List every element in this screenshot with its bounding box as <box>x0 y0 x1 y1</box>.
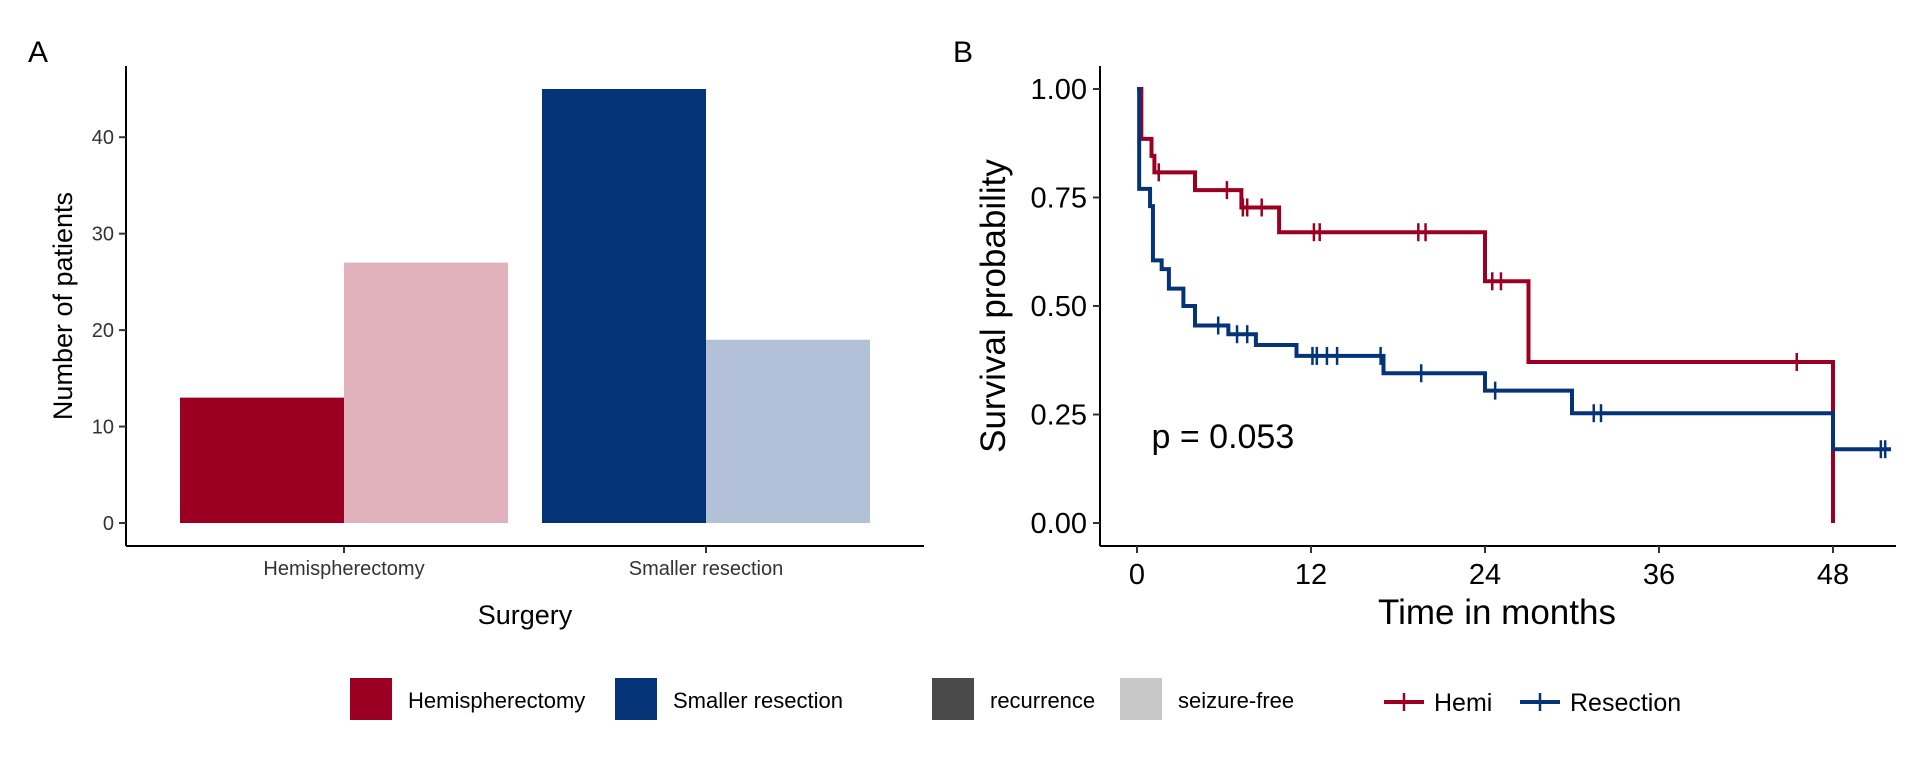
x-tick-label: Hemispherectomy <box>263 558 424 580</box>
bar-group <box>180 89 870 523</box>
x-tick-label: Smaller resection <box>629 558 784 580</box>
legend-key-hemi <box>1384 693 1424 711</box>
x-axis-label: Time in months <box>1378 593 1616 632</box>
x-ticks: 0 12 24 36 48 <box>1129 546 1849 591</box>
panel-a-bar-chart: A 0 10 20 30 40 Hemispherectomy Smaller resec… <box>28 36 924 630</box>
y-tick-label: 0.00 <box>1031 508 1087 540</box>
survival-curves <box>1137 87 1891 523</box>
legend-label-hemispherectomy: Hemispherectomy <box>408 688 585 713</box>
p-value-annotation: p = 0.053 <box>1152 418 1295 456</box>
y-tick-label: 30 <box>92 224 114 246</box>
y-ticks: 0.00 0.25 0.50 0.75 1.00 <box>1031 74 1100 540</box>
y-tick-label: 1.00 <box>1031 74 1087 106</box>
x-axis-label: Surgery <box>478 600 573 630</box>
x-tick-label: 36 <box>1643 559 1675 591</box>
y-tick-label: 10 <box>92 417 114 439</box>
panel-b-label: B <box>953 36 973 69</box>
x-tick-label: 24 <box>1469 559 1501 591</box>
legend-key-seizure-free <box>1120 678 1162 720</box>
y-tick-label: 0.25 <box>1031 400 1087 432</box>
y-tick-label: 0.75 <box>1031 183 1087 215</box>
y-axis-label: Survival probability <box>974 159 1013 453</box>
legend: Hemispherectomy Smaller resection recurr… <box>350 678 1681 720</box>
legend-label-hemi: Hemi <box>1434 689 1492 717</box>
legend-key-hemispherectomy <box>350 678 392 720</box>
curve-resection <box>1137 87 1891 452</box>
x-tick-label: 48 <box>1817 559 1849 591</box>
bar-hemispherectomy-seizure-free <box>344 262 508 523</box>
panel-a-label: A <box>28 36 48 69</box>
legend-key-smaller-resection <box>615 678 657 720</box>
y-ticks: 0 10 20 30 40 <box>92 127 126 535</box>
y-tick-label: 40 <box>92 127 114 149</box>
y-tick-label: 20 <box>92 320 114 342</box>
legend-label-smaller-resection: Smaller resection <box>673 688 843 713</box>
legend-label-recurrence: recurrence <box>990 688 1095 713</box>
bar-smaller-resection-recurrence <box>542 89 706 523</box>
legend-key-recurrence <box>932 678 974 720</box>
bar-smaller-resection-seizure-free <box>706 339 870 523</box>
curve-hemi <box>1137 87 1835 523</box>
legend-label-resection: Resection <box>1570 689 1681 717</box>
bar-hemispherectomy-recurrence <box>180 397 344 523</box>
x-tick-label: 0 <box>1129 559 1145 591</box>
y-tick-label: 0 <box>103 513 114 535</box>
legend-label-seizure-free: seizure-free <box>1178 688 1294 713</box>
y-tick-label: 0.50 <box>1031 291 1087 323</box>
x-ticks: Hemispherectomy Smaller resection <box>263 546 783 580</box>
x-tick-label: 12 <box>1295 559 1327 591</box>
y-axis-label: Number of patients <box>48 192 78 420</box>
panel-b-survival-chart: B 0.00 0.25 0.50 0.75 1.00 0 12 24 36 48 p = 0.0… <box>953 36 1896 632</box>
legend-key-resection <box>1520 693 1560 711</box>
